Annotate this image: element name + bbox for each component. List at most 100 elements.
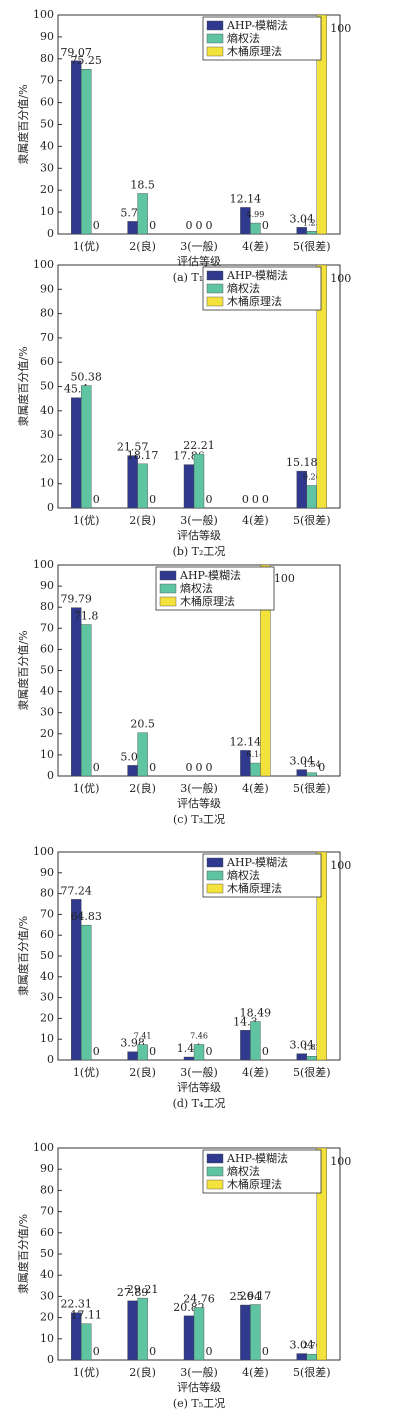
value-label: 0: [206, 761, 213, 774]
y-tick-label: 70: [40, 621, 54, 634]
value-label: 50.38: [70, 371, 102, 384]
bar: [80, 1323, 92, 1361]
value-label: 1.82: [303, 1043, 321, 1052]
value-label: 100: [330, 859, 351, 872]
x-tick-label: 5(很差): [293, 239, 331, 253]
legend-swatch: [159, 596, 177, 607]
bar: [137, 732, 148, 777]
value-label: 0: [149, 1045, 156, 1058]
value-label: 2.76: [303, 1341, 321, 1350]
value-label: 0: [93, 1345, 100, 1358]
y-tick-label: 20: [40, 1011, 54, 1024]
x-tick-label: 4(差): [242, 781, 269, 795]
x-axis-label: 评估等级: [177, 1080, 221, 1094]
value-label: 21.57: [117, 441, 149, 454]
bar: [80, 385, 92, 509]
x-tick-label: 3(一般): [180, 1366, 218, 1379]
bar: [296, 769, 307, 777]
x-tick-label: 2(良): [129, 1365, 156, 1379]
value-label: 22.21: [183, 439, 215, 452]
value-label: 18.17: [127, 449, 159, 462]
bar: [306, 231, 317, 235]
legend-swatch: [206, 33, 224, 44]
legend-label: 木桶原理法: [180, 594, 235, 608]
legend-label: AHP-模糊法: [226, 18, 288, 32]
value-label: 0: [262, 493, 269, 506]
value-label: 12.14: [230, 192, 262, 205]
x-axis-label: 评估等级: [177, 528, 221, 542]
y-tick-label: 40: [40, 970, 54, 983]
bar: [137, 193, 148, 235]
y-tick-label: 60: [40, 96, 54, 109]
x-tick-label: 2(良): [129, 1065, 156, 1079]
value-label: 3.04: [290, 1039, 315, 1052]
value-label: 15.18: [286, 456, 318, 469]
value-label: 0: [196, 219, 203, 232]
value-label: 0: [186, 219, 193, 232]
y-axis-label: 隶属度百分值/%: [16, 916, 30, 996]
value-label: 79.07: [60, 46, 92, 59]
legend-label: AHP-模糊法: [226, 268, 288, 282]
bar: [240, 207, 251, 235]
y-tick-label: 20: [40, 452, 54, 465]
y-tick-label: 90: [40, 579, 54, 592]
x-tick-label: 3(一般): [180, 514, 218, 527]
legend-label: AHP-模糊法: [226, 855, 288, 869]
value-label: 9.26: [303, 472, 321, 481]
x-tick-label: 5(很差): [293, 513, 331, 527]
x-tick-label: 3(一般): [180, 240, 218, 253]
value-label: 0: [206, 1345, 213, 1358]
legend-swatch: [206, 1179, 224, 1190]
legend-label: 熵权法: [227, 281, 260, 295]
y-tick-label: 0: [47, 1053, 54, 1066]
legend-swatch: [206, 883, 224, 894]
caption: (b) T₂工况: [173, 545, 226, 558]
bar: [183, 1056, 195, 1061]
value-label: 0: [186, 761, 193, 774]
x-tick-label: 1(优): [73, 514, 100, 527]
value-label: 7.41: [134, 1032, 152, 1041]
legend-swatch: [206, 1153, 224, 1164]
bar: [250, 762, 261, 777]
value-label: 3.04: [290, 755, 315, 768]
bar: [70, 60, 82, 235]
y-tick-label: 60: [40, 355, 54, 368]
value-label: 3.04: [290, 1339, 315, 1352]
x-tick-label: 4(差): [242, 239, 269, 253]
y-tick-label: 50: [40, 118, 54, 131]
y-tick-label: 20: [40, 183, 54, 196]
value-label: 22.31: [60, 1298, 92, 1311]
y-tick-label: 70: [40, 907, 54, 920]
x-axis-label: 评估等级: [177, 254, 221, 268]
bar: [296, 1053, 307, 1061]
y-tick-label: 60: [40, 928, 54, 941]
y-tick-label: 80: [40, 1183, 54, 1196]
y-axis-label: 隶属度百分值/%: [16, 630, 30, 710]
caption: (d) T₄工况: [173, 1097, 226, 1110]
value-label: 27.89: [117, 1286, 149, 1299]
value-label: 77.24: [60, 884, 92, 897]
value-label: 0: [242, 493, 249, 506]
y-tick-label: 50: [40, 664, 54, 677]
x-tick-label: 5(很差): [293, 781, 331, 795]
value-label: 26.17: [240, 1290, 272, 1303]
x-tick-label: 1(优): [73, 782, 100, 795]
value-label: 0: [93, 219, 100, 232]
value-label: 0: [93, 761, 100, 774]
y-axis-label: 隶属度百分值/%: [16, 1214, 30, 1294]
x-tick-label: 2(良): [129, 781, 156, 795]
legend-label: AHP-模糊法: [226, 1151, 288, 1165]
y-tick-label: 100: [33, 845, 54, 858]
y-tick-label: 80: [40, 307, 54, 320]
y-tick-label: 100: [33, 8, 54, 21]
legend-swatch: [206, 857, 224, 868]
value-label: 1.25: [303, 218, 321, 227]
value-label: 0: [149, 493, 156, 506]
y-axis-label: 隶属度百分值/%: [16, 84, 30, 164]
bar: [70, 607, 82, 777]
y-tick-label: 20: [40, 727, 54, 740]
x-tick-label: 2(良): [129, 239, 156, 253]
legend-swatch: [206, 46, 224, 57]
value-label: 3.04: [290, 212, 315, 225]
value-label: 20.5: [130, 718, 155, 731]
